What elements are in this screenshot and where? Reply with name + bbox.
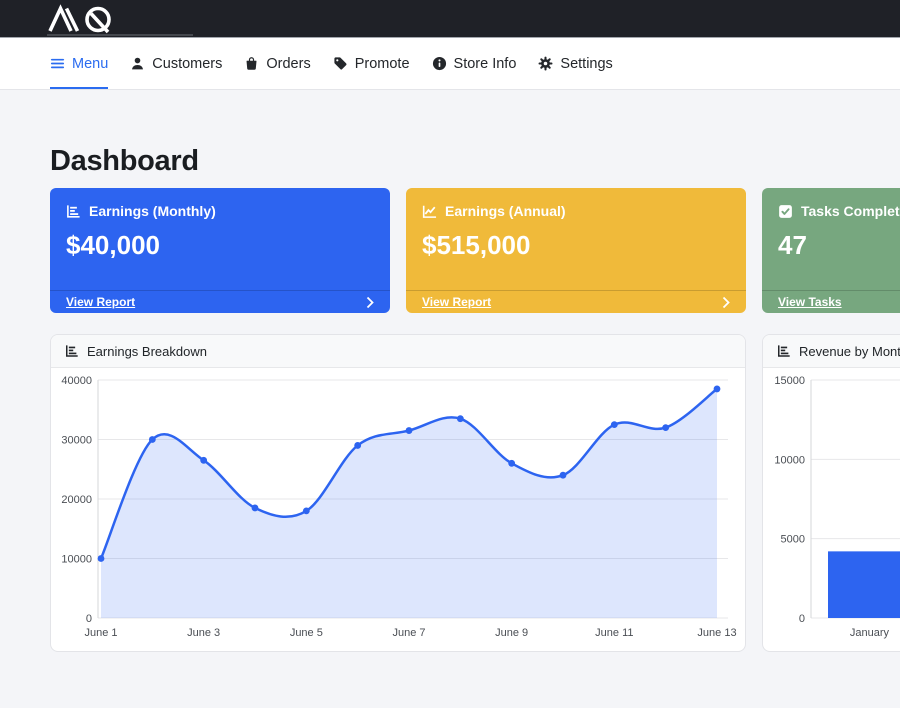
stat-card-title: Tasks Completed: [801, 203, 900, 219]
svg-text:January: January: [850, 627, 890, 639]
svg-text:June 13: June 13: [697, 627, 736, 639]
tag-icon: [334, 57, 347, 70]
bar-chart-icon: [778, 345, 790, 357]
view-report-link[interactable]: View Report: [66, 295, 136, 309]
chart-card-header: Earnings Breakdown: [51, 335, 745, 368]
chart-title: Earnings Breakdown: [87, 343, 207, 359]
view-tasks-link[interactable]: View Tasks: [778, 295, 842, 309]
line-chart-icon: [422, 205, 437, 218]
svg-text:0: 0: [799, 613, 805, 625]
svg-text:June 7: June 7: [392, 627, 425, 639]
nav-item-label: Settings: [560, 55, 613, 72]
nav-item-label: Promote: [354, 55, 410, 72]
svg-text:10000: 10000: [61, 554, 92, 566]
svg-text:15000: 15000: [774, 375, 805, 387]
main-nav: Menu Customers Orders Promote Store Info: [0, 38, 900, 90]
nav-item-store-info[interactable]: Store Info: [432, 38, 517, 89]
stat-card-value: $515,000: [422, 230, 531, 260]
info-circle-icon: [432, 56, 446, 71]
stat-card-footer: View Report: [50, 290, 390, 313]
hamburger-icon: [50, 58, 65, 69]
mq-monogram-logo[interactable]: [45, 4, 141, 34]
svg-text:June 3: June 3: [187, 627, 220, 639]
nav-item-menu[interactable]: Menu: [50, 38, 109, 89]
revenue-by-month-bar-chart: 0 5000 10000 15000 January: [763, 368, 900, 651]
svg-text:5000: 5000: [781, 534, 805, 546]
nav-item-label: Orders: [266, 55, 311, 72]
svg-text:10000: 10000: [774, 454, 805, 466]
nav-item-settings[interactable]: Settings: [538, 38, 613, 89]
earnings-breakdown-card: Earnings Breakdown 0 10000 20000 30000 40000…: [50, 334, 746, 652]
stat-card-earnings-monthly: Earnings (Monthly) $40,000 View Report: [50, 188, 390, 313]
stat-card-earnings-annual: Earnings (Annual) $515,000 View Report: [406, 188, 746, 313]
earnings-breakdown-line-chart: 0 10000 20000 30000 40000 June 1 June 3 June 5 J…: [51, 368, 745, 651]
check-square-icon: [779, 204, 792, 218]
view-report-link[interactable]: View Report: [422, 295, 492, 309]
svg-text:June 9: June 9: [495, 627, 528, 639]
nav-item-orders[interactable]: Orders: [244, 38, 311, 89]
logo-underline: [47, 34, 193, 36]
svg-text:June 1: June 1: [84, 627, 117, 639]
svg-text:June 5: June 5: [290, 627, 323, 639]
main-content: Dashboard Earnings (Monthly) $40,000 Vie…: [0, 145, 900, 652]
nav-item-promote[interactable]: Promote: [333, 38, 410, 89]
chart-title: Revenue by Month: [799, 343, 900, 359]
revenue-by-month-card: Revenue by Month 0 5000 10000 15000 January: [762, 334, 900, 652]
nav-item-customers[interactable]: Customers: [130, 38, 222, 89]
svg-text:20000: 20000: [61, 494, 92, 506]
nav-item-label: Store Info: [453, 55, 517, 72]
person-icon: [132, 57, 144, 70]
nav-item-label: Customers: [152, 55, 223, 72]
charts-row: Earnings Breakdown 0 10000 20000 30000 40000…: [50, 334, 900, 652]
svg-text:0: 0: [86, 613, 92, 625]
bar-chart-icon: [67, 204, 80, 218]
nav-item-label: Menu: [72, 55, 109, 72]
chevron-right-icon: [722, 296, 730, 308]
shopping-bag-icon: [246, 57, 257, 70]
chart-card-header: Revenue by Month: [763, 335, 900, 368]
chevron-right-icon: [366, 296, 374, 308]
stat-card-value: 47: [778, 230, 807, 260]
stat-card-value: $40,000: [66, 230, 160, 260]
stat-card-footer: View Tasks: [762, 290, 900, 313]
gear-icon: [538, 56, 553, 71]
stat-card-tasks-completed: Tasks Completed 47 View Tasks: [762, 188, 900, 313]
page-title: Dashboard: [50, 145, 199, 177]
bar-chart-icon: [66, 345, 78, 357]
svg-text:30000: 30000: [61, 435, 92, 447]
topbar: [0, 0, 900, 38]
svg-text:June 11: June 11: [595, 627, 633, 639]
svg-text:40000: 40000: [61, 375, 92, 387]
stat-card-footer: View Report: [406, 290, 746, 313]
stat-card-title: Earnings (Monthly): [89, 203, 216, 219]
stat-card-title: Earnings (Annual): [445, 203, 566, 219]
stat-cards-row: Earnings (Monthly) $40,000 View Report E…: [50, 188, 900, 313]
